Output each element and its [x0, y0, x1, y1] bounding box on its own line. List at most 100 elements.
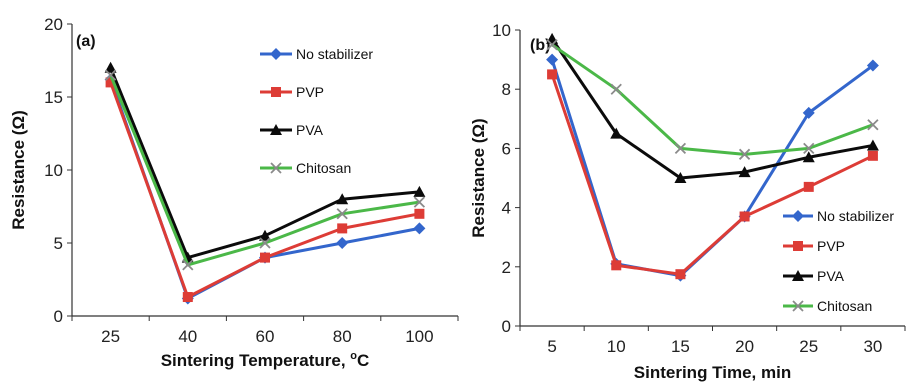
panel-b-legend: No stabilizer PVP PVA Chitosan: [783, 208, 894, 314]
panel-a-legend-item-pvp-swatch-marker: [271, 87, 281, 97]
panel-b-series-pva-point: [738, 166, 751, 178]
panel-a-series-chitosan: [104, 69, 426, 271]
panel-a-series-chitosan-point: [104, 69, 117, 81]
panel-a-x-tick-label: 60: [256, 327, 275, 346]
panel-b-y-tick-label: 6: [502, 139, 511, 158]
panel-b-series-chitosan-point: [738, 148, 751, 160]
panel-b-x-tick-label: 10: [607, 337, 626, 356]
panel-a-legend-item-chitosan-swatch-marker-stroke-2: [270, 162, 282, 174]
panel-a-y-axis-title: Resistance (Ω): [9, 110, 28, 229]
panel-b-series-pva-line: [550, 38, 874, 180]
panel-b-x-tick-label: 30: [863, 337, 882, 356]
panel-a: 0 5 10 15 20 25 40 60 80 100 Sintering Temperature…: [9, 15, 459, 370]
panel-b-series-chitosan-point-stroke-2: [803, 142, 815, 155]
panel-b-legend-item-pva: PVA: [783, 268, 845, 284]
panel-a-legend: No stabilizer PVP PVA Chitosan: [260, 46, 373, 176]
panel-b-series-chitosan-point: [610, 83, 622, 95]
panel-a-x-axis-title-tail: C: [357, 351, 369, 370]
panel-a-series-chitosan-point: [182, 259, 194, 271]
panel-a-series-pvp-point: [414, 208, 425, 219]
panel-a-series-chitosan-point-stroke-2: [413, 196, 426, 208]
panel-a-series-pvp-point: [182, 292, 193, 303]
panel-b-legend-item-chitosan-label: Chitosan: [817, 298, 872, 314]
panel-b-legend-item-pva-label: PVA: [817, 268, 845, 284]
panel-b-series-pva-point: [674, 172, 687, 183]
panel-a-legend-item-no-stabilizer-label: No stabilizer: [296, 46, 373, 62]
panel-b-legend-item-pva-swatch-marker: [792, 270, 804, 281]
panel-a-series-chitosan-point-stroke-2: [104, 69, 117, 81]
panel-a-series-pva-point: [413, 185, 426, 197]
panel-a-legend-item-pvp: PVP: [260, 84, 324, 100]
panel-b-series-chitosan-point-stroke-2: [867, 119, 879, 131]
panel-b-series-pva-point: [866, 139, 879, 151]
panel-a-series-pvp-point: [337, 223, 348, 234]
panel-a-x-tick-label: 100: [405, 327, 433, 346]
panel-b-series-pva-point: [610, 127, 623, 139]
panel-a-legend-item-no-stabilizer: No stabilizer: [260, 46, 373, 62]
panel-b-legend-item-pvp: PVP: [783, 238, 845, 254]
panel-a-series-pva-line: [109, 67, 420, 260]
panel-a-series-pvp: [105, 77, 425, 303]
panel-a-series-pvp-point: [105, 77, 116, 88]
panel-b-series-chitosan-point-stroke-2: [674, 142, 687, 155]
panel-b-series-chitosan-point-stroke-2: [738, 148, 751, 160]
panel-b-series-chitosan-point-stroke-2: [610, 83, 622, 95]
panel-b-y-axis-title: Resistance (Ω): [469, 118, 488, 237]
panel-a-series-chitosan-point: [413, 196, 426, 208]
panel-b-x-tick-label: 25: [799, 337, 818, 356]
panel-b-series-no-stabilizer-point: [546, 53, 559, 66]
panel-b-y-tick-label: 0: [502, 317, 511, 336]
panel-b-label: (b): [530, 37, 550, 54]
panel-b-legend-item-no-stabilizer-swatch-marker: [792, 210, 804, 222]
panel-b-legend-item-no-stabilizer: No stabilizer: [783, 208, 894, 224]
panel-b-series-pvp-point: [803, 181, 814, 192]
panel-a-legend-item-pva-label: PVA: [296, 122, 324, 138]
panel-b-y-tick-label: 10: [492, 21, 511, 40]
panel-b-y-tick-label: 8: [502, 80, 511, 99]
panel-a-x-tick-label: 40: [178, 327, 197, 346]
panel-a-legend-item-pvp-label: PVP: [296, 84, 324, 100]
panel-a-label: (a): [76, 33, 96, 50]
panel-b-series-chitosan-line: [551, 43, 874, 156]
panel-a-y-tick-label: 15: [44, 88, 63, 107]
panel-a-y-tick-label: 0: [54, 307, 63, 326]
panel-b-series-no-stabilizer-point: [802, 106, 815, 119]
panel-a-legend-item-chitosan-swatch-marker: [270, 162, 282, 174]
panel-a-series-chitosan-point-stroke-2: [182, 259, 194, 271]
panel-a-series-pva-point: [104, 61, 117, 73]
panel-b-x-tick-label: 15: [671, 337, 690, 356]
panel-a-series-pva-point: [259, 229, 271, 241]
panel-a-x-axis-title: Sintering Temperature, oC: [161, 350, 370, 370]
panel-b-legend-item-pvp-swatch-marker: [793, 241, 803, 251]
panel-b-x-tick-label: 20: [735, 337, 754, 356]
panel-b-series-pvp-point: [611, 260, 622, 271]
panel-b-series-pvp-line: [550, 73, 874, 276]
panel-a-y-tick-label: 5: [54, 234, 63, 253]
panel-b-series-pvp: [547, 69, 878, 280]
panel-b-y-tick-label: 2: [502, 258, 511, 277]
panel-a-x-tick-label: 25: [101, 327, 120, 346]
panel-a-legend-item-chitosan: Chitosan: [260, 160, 351, 176]
panel-b-legend-item-pvp-label: PVP: [817, 238, 845, 254]
panel-a-series-chitosan-point: [259, 237, 271, 249]
panel-a-legend-item-chitosan-label: Chitosan: [296, 160, 351, 176]
panel-b-legend-item-chitosan-swatch-marker-stroke-2: [792, 300, 804, 312]
panel-a-series-no-stabilizer: [104, 73, 426, 305]
panel-a-series-chitosan-point-stroke-2: [259, 237, 271, 249]
panel-a-y-tick-label: 10: [44, 161, 63, 180]
panel-a-y-tick-label: 20: [44, 15, 63, 34]
panel-a-series-no-stabilizer-point: [336, 237, 349, 249]
panel-b-series-chitosan: [546, 39, 879, 160]
panel-b-series-no-stabilizer-point: [866, 59, 879, 72]
panel-b-series-pvp-point: [547, 69, 558, 80]
panel-b-x-axis-title: Sintering Time, min: [634, 363, 791, 382]
panel-a-series-no-stabilizer-point: [413, 222, 426, 235]
panel-b-series-chitosan-point: [867, 119, 879, 131]
panel-b-series-pvp-point: [675, 269, 686, 280]
panel-b-x-tick-label: 5: [547, 337, 556, 356]
panel-a-series-pvp-point: [260, 252, 270, 263]
panel-b-legend-item-chitosan: Chitosan: [783, 298, 872, 314]
panel-a-legend-item-pva: PVA: [260, 122, 324, 138]
